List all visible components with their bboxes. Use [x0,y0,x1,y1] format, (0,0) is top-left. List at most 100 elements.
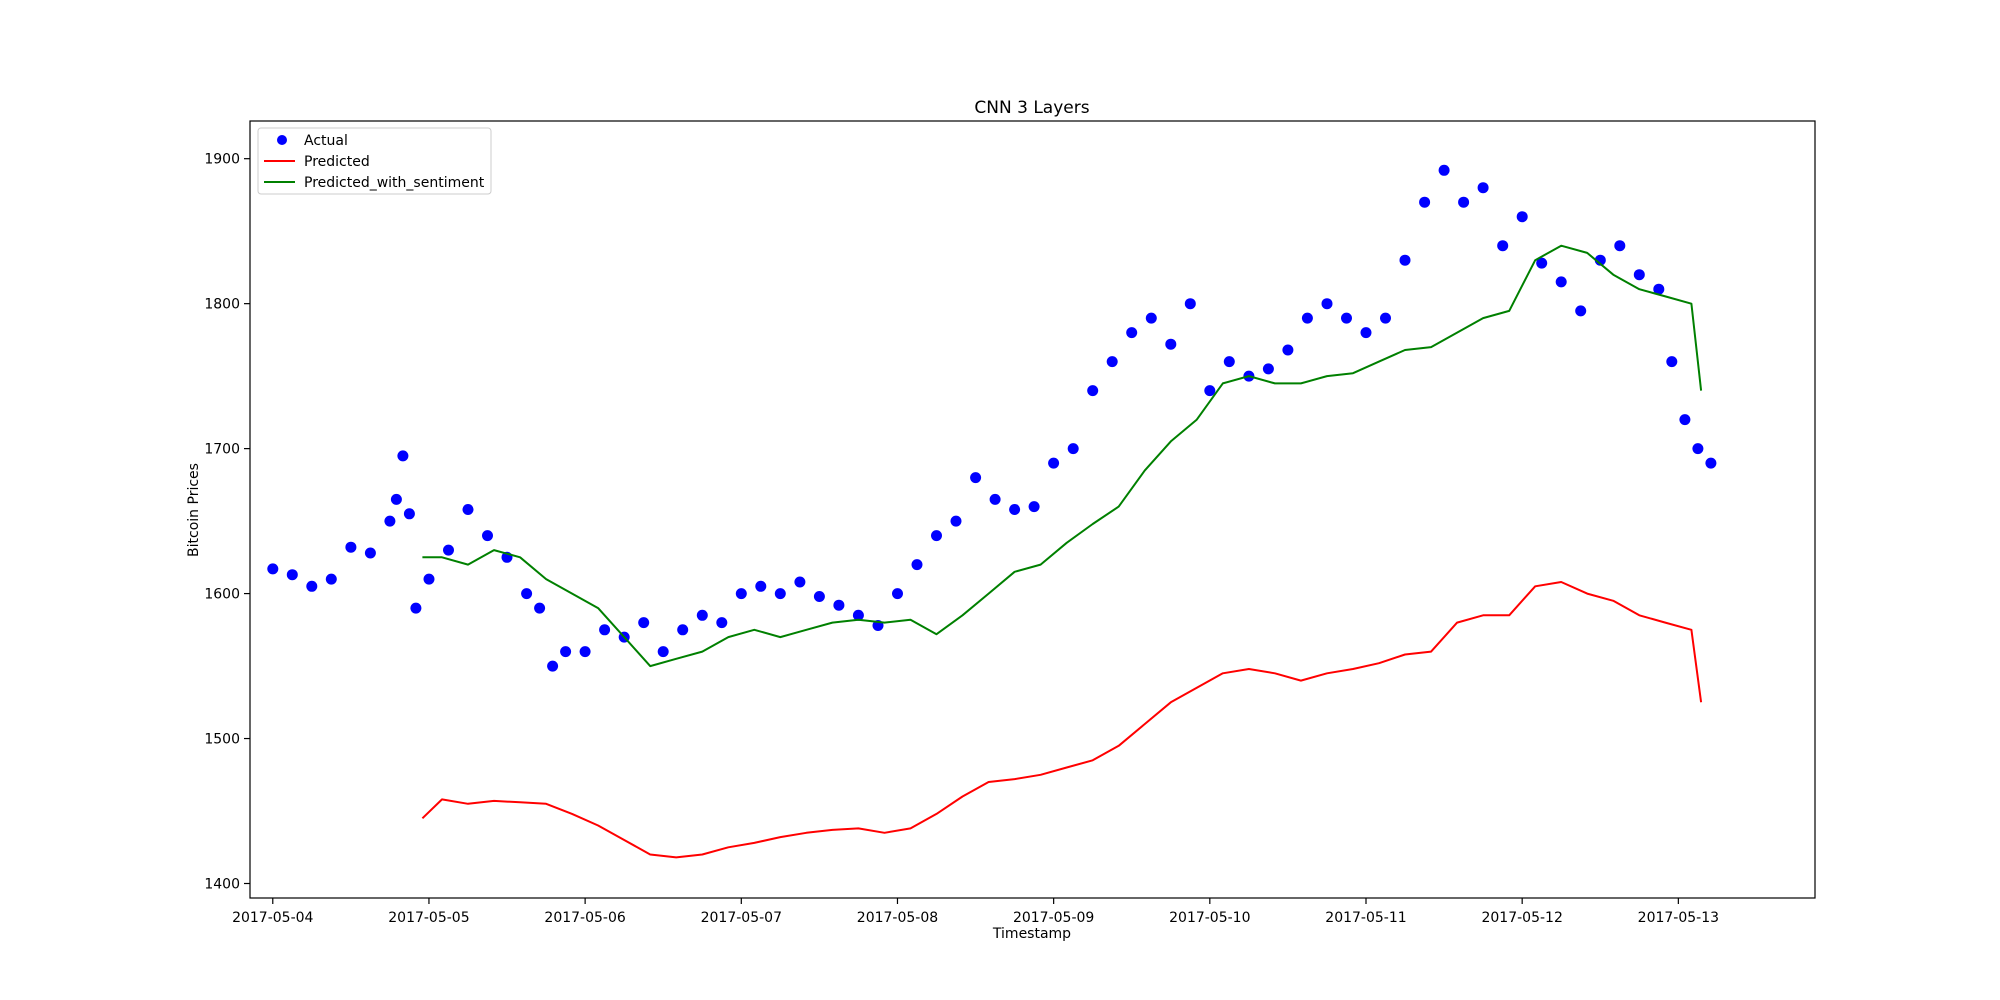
data-point-actual [852,609,864,621]
data-point-actual [1594,254,1606,266]
y-tick-label: 1700 [204,442,240,458]
data-point-actual [443,544,454,556]
x-tick-label: 2017-05-06 [544,910,625,926]
data-point-actual [1679,414,1691,426]
data-point-actual [931,530,942,542]
data-point-actual [267,563,279,575]
data-point-actual [547,660,559,672]
y-tick-label: 1800 [204,297,240,313]
y-tick-label: 1500 [204,732,240,748]
data-point-actual [755,580,767,592]
legend-box [257,127,492,195]
data-point-actual [462,504,474,515]
x-tick-label: 2017-05-09 [1013,910,1094,926]
data-point-actual [911,559,923,571]
data-point-actual [384,515,396,527]
data-point-actual [794,576,806,588]
data-point-actual [696,609,708,621]
x-tick-label: 2017-05-12 [1481,910,1562,926]
data-point-actual [1048,457,1060,469]
x-tick-label: 2017-05-08 [857,910,938,926]
data-point-actual [833,599,845,611]
data-point-actual [1575,305,1587,317]
data-point-actual [1380,312,1391,324]
x-tick-label: 2017-05-04 [232,910,313,926]
data-point-actual [950,515,962,527]
data-point-actual [892,588,903,600]
data-point-actual [1106,356,1118,368]
series-layer [267,164,1717,859]
data-point-actual [560,646,572,658]
data-point-actual [638,617,650,629]
data-point-actual [1282,344,1294,356]
data-point-actual [1145,312,1157,324]
data-point-actual [1633,269,1645,281]
data-point-actual [1126,327,1138,339]
data-point-actual [774,588,786,600]
data-point-actual [735,588,747,600]
data-point-actual [1438,164,1450,176]
data-point-actual [306,580,318,592]
data-point-actual [1653,283,1665,295]
data-point-actual [1067,443,1079,455]
data-point-actual [403,508,415,520]
data-point-actual [1223,356,1235,368]
data-point-actual [970,472,982,484]
data-point-actual [1262,363,1274,375]
data-point-actual [657,646,669,658]
series-actual [267,164,1717,672]
legend: Actual Predicted Predicted_with_sentimen… [257,127,492,195]
data-point-actual [521,588,533,600]
data-point-actual [1692,443,1704,455]
y-tick-label: 1900 [204,152,240,168]
series-line-predicted-with-sentiment [422,244,1703,668]
y-tick-label: 1400 [204,877,240,893]
data-point-actual [482,530,493,542]
data-point-actual [1458,196,1470,208]
data-point-actual [1087,385,1099,397]
plot-area [267,164,1717,859]
data-point-actual [599,624,611,636]
legend-label-actual: Actual [304,133,348,149]
data-point-actual [716,617,728,629]
x-tick-label: 2017-05-10 [1169,910,1250,926]
legend-label-predicted-with-sentiment: Predicted_with_sentiment [304,175,485,191]
x-tick-label: 2017-05-11 [1325,910,1406,926]
data-point-actual [677,624,689,636]
data-point-actual [1321,298,1333,310]
data-point-actual [1705,457,1717,469]
y-tick-label: 1600 [204,587,240,603]
data-point-actual [390,493,402,505]
data-point-actual [397,450,409,462]
data-point-actual [1516,211,1528,223]
data-point-actual [579,646,591,658]
data-point-actual [1477,182,1489,194]
data-point-actual [1028,501,1040,513]
data-point-actual [345,541,357,553]
data-point-actual [286,569,298,581]
data-point-actual [1184,298,1196,310]
y-axis: 1400 1500 1600 1700 1800 1900 [204,152,250,893]
data-point-actual [1301,312,1313,324]
legend-marker-actual [277,135,287,145]
x-tick-label: 2017-05-05 [388,910,469,926]
x-tick-label: 2017-05-13 [1638,910,1719,926]
data-point-actual [1536,257,1548,269]
data-point-actual [364,547,376,559]
data-point-actual [1204,385,1216,397]
plot-frame [249,120,1816,899]
data-point-actual [1614,240,1626,252]
data-point-actual [1419,196,1431,208]
x-axis-label: Timestamp [992,926,1071,942]
data-point-actual [1165,338,1177,350]
data-point-actual [1341,312,1352,324]
data-point-actual [410,602,422,614]
legend-label-predicted: Predicted [304,154,370,170]
series-line-predicted [421,581,1703,859]
data-point-actual [325,573,337,585]
x-axis: 2017-05-04 2017-05-05 2017-05-06 2017-05-07… [232,898,1719,926]
data-point-actual [813,591,825,602]
x-tick-label: 2017-05-07 [701,910,782,926]
data-point-actual [534,602,546,614]
